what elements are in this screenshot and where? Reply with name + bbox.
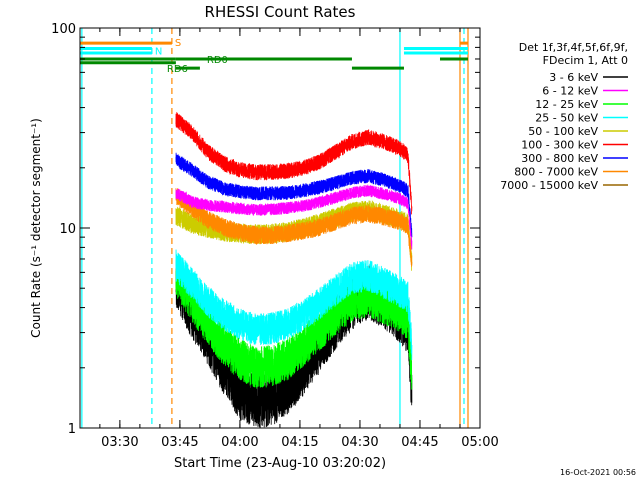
y-axis-ticks: 1 10 100: [51, 22, 480, 437]
x-axis-ticks: 03:30 03:45 04:00 04:15 04:30 04:45 05:00: [99, 28, 499, 450]
annotation-rd0: RD0: [207, 55, 228, 66]
legend-label-7: 800 - 7000 keV: [514, 166, 598, 179]
series-line-3: [175, 249, 413, 361]
annotation-n: N: [155, 47, 162, 58]
legend-header-0: Det 1f,3f,4f,5f,6f,9f,: [519, 41, 628, 54]
x-tick-label-2: 04:00: [221, 435, 258, 450]
x-tick-label-5: 04:45: [401, 435, 438, 450]
annotation-s: S: [175, 38, 181, 49]
y-tick-label-1: 10: [59, 222, 76, 237]
legend-label-8: 7000 - 15000 keV: [500, 179, 598, 192]
x-tick-label-6: 05:00: [461, 435, 498, 450]
legend-label-3: 25 - 50 keV: [535, 112, 598, 125]
x-tick-label-1: 03:45: [161, 435, 198, 450]
series-line-5: [175, 112, 413, 215]
legend-label-5: 100 - 300 keV: [521, 139, 598, 152]
x-tick-label-0: 03:30: [101, 435, 138, 450]
x-tick-label-4: 04:30: [341, 435, 378, 450]
series-line-7: [175, 188, 413, 267]
state-bars: [79, 41, 468, 70]
legend-label-4: 50 - 100 keV: [528, 125, 598, 138]
series-line-2: [175, 256, 413, 390]
x-axis-label: Start Time (23-Aug-10 03:20:02): [174, 456, 386, 471]
vertical-markers: [81, 28, 469, 428]
y-axis-label: Count Rate (s⁻¹ detector segment⁻¹): [29, 118, 43, 338]
legend-label-0: 3 - 6 keV: [549, 71, 598, 84]
y-tick-label-2: 100: [51, 22, 76, 37]
legend-label-1: 6 - 12 keV: [542, 85, 598, 98]
chart-title: RHESSI Count Rates: [205, 3, 356, 21]
series-line-6: [175, 152, 413, 238]
legend-header-1: FDecim 1, Att 0: [543, 54, 628, 67]
x-tick-label-3: 04:15: [281, 435, 318, 450]
legend-label-6: 300 - 800 keV: [521, 152, 598, 165]
series-line-1: [175, 184, 413, 250]
legend-label-2: 12 - 25 keV: [535, 98, 598, 111]
series-lines: [175, 112, 413, 429]
legend: Det 1f,3f,4f,5f,6f,9f,FDecim 1, Att 0 3 -…: [500, 41, 628, 192]
annotation-rd6: RD6: [167, 64, 188, 75]
state-annotations: S N RD6 RD0: [155, 38, 228, 75]
y-tick-label-0: 1: [68, 422, 76, 437]
footer-timestamp: 16-Oct-2021 00:56: [560, 468, 636, 477]
